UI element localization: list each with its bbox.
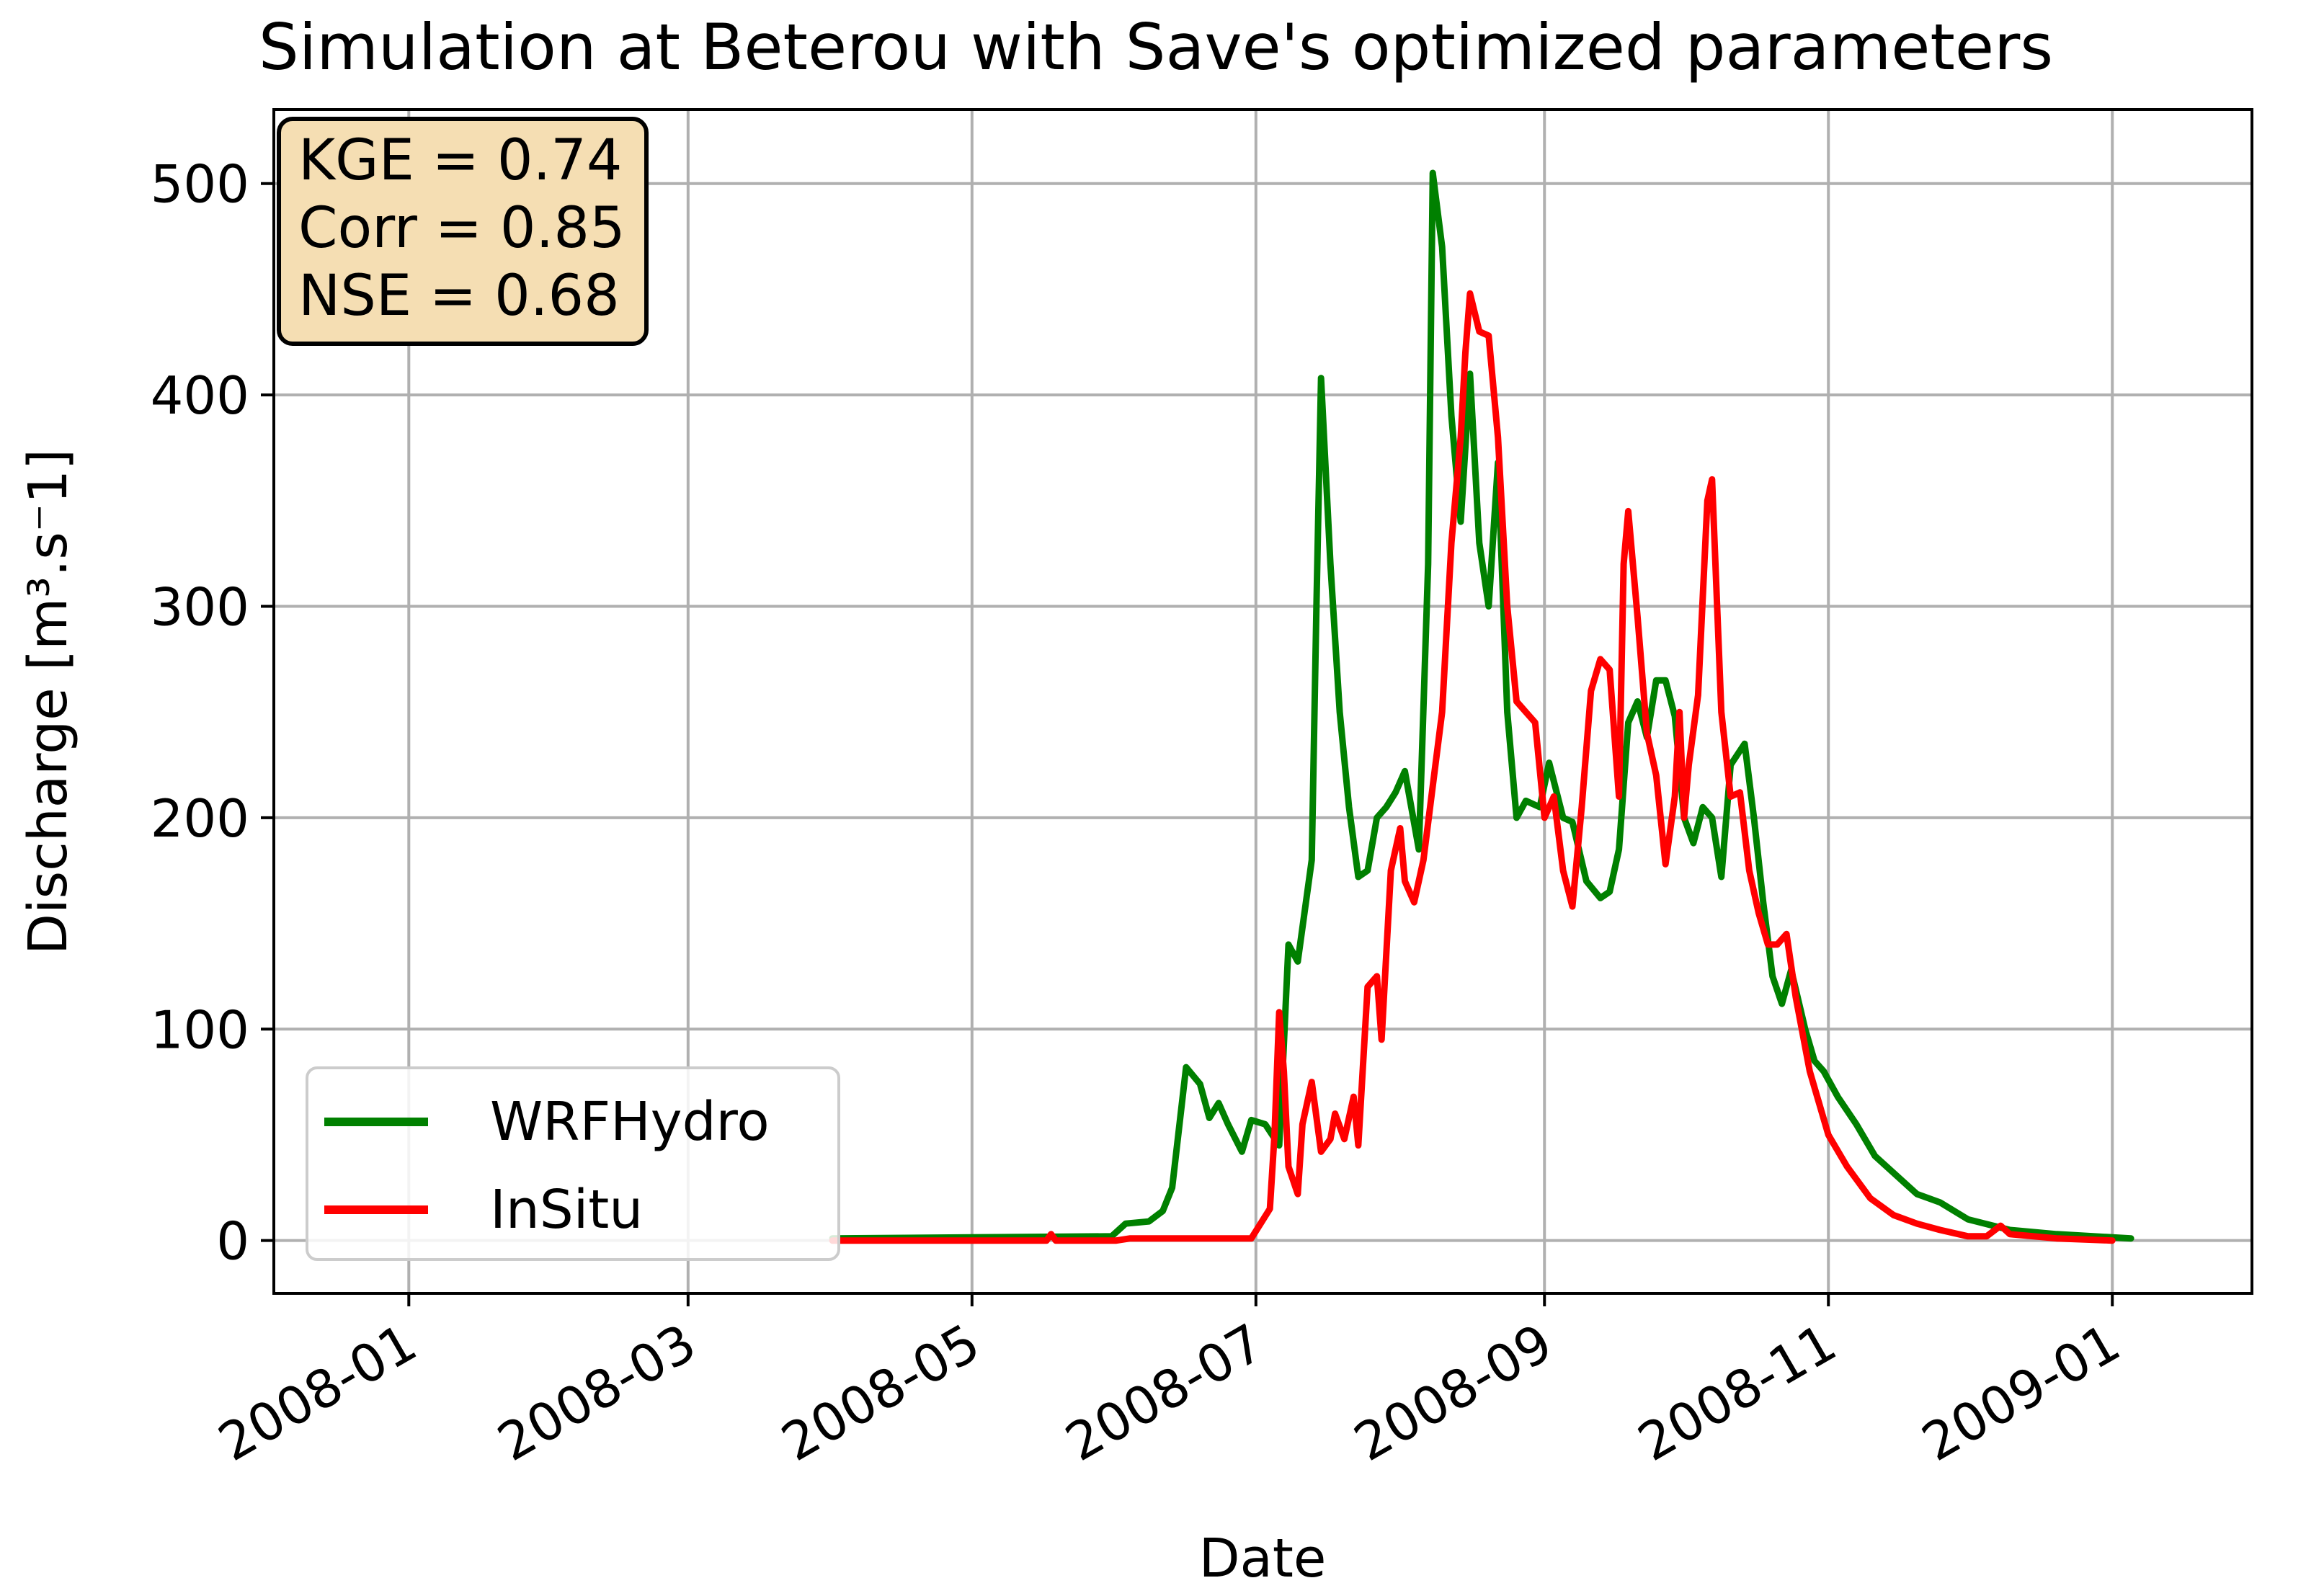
x-tick-label: 2008-11: [1628, 1312, 1846, 1473]
y-axis-label: Discharge [m³.s⁻1]: [17, 449, 79, 955]
legend-entry-insitu: InSitu: [324, 1177, 643, 1242]
kge-metric: KGE = 0.74: [298, 128, 623, 193]
chart-title: Simulation at Beterou with Save's optimi…: [259, 10, 2053, 84]
y-tick-label: 100: [151, 999, 249, 1060]
x-tick-label: 2008-09: [1344, 1312, 1562, 1473]
x-tick-label: 2009-01: [1912, 1312, 2130, 1473]
nse-metric: NSE = 0.68: [298, 264, 620, 329]
legend-entry-wrfhydro: WRFHydro: [324, 1089, 770, 1154]
y-axis-ticks: 0 100 200 300 400 500: [151, 154, 274, 1272]
y-tick-label: 0: [216, 1211, 249, 1272]
x-axis-ticks: 2008-01 2008-03 2008-05 2008-07 2008-09 2008-…: [208, 1293, 2130, 1473]
legend-label-insitu: InSitu: [490, 1179, 644, 1241]
metrics-box: KGE = 0.74 Corr = 0.85 NSE = 0.68: [277, 117, 649, 346]
x-tick-label: 2008-03: [488, 1312, 706, 1473]
legend: WRFHydro InSitu: [306, 1066, 840, 1261]
legend-label-wrfhydro: WRFHydro: [490, 1091, 770, 1153]
corr-metric: Corr = 0.85: [298, 196, 626, 261]
x-axis-label: Date: [1199, 1528, 1327, 1590]
x-tick-label: 2008-01: [208, 1312, 427, 1473]
legend-swatch-insitu: [324, 1205, 428, 1214]
y-tick-label: 500: [151, 154, 249, 215]
y-tick-label: 200: [151, 788, 249, 849]
legend-swatch-wrfhydro: [324, 1118, 428, 1126]
x-tick-label: 2008-05: [772, 1312, 990, 1473]
y-tick-label: 400: [151, 365, 249, 426]
y-tick-label: 300: [151, 576, 249, 637]
series-line-insitu: [829, 290, 2116, 1244]
series-lines: [829, 169, 2134, 1244]
series-line-wrfhydro: [829, 169, 2134, 1242]
plot-frame: [272, 108, 2253, 1295]
x-tick-label: 2008-07: [1056, 1312, 1274, 1473]
